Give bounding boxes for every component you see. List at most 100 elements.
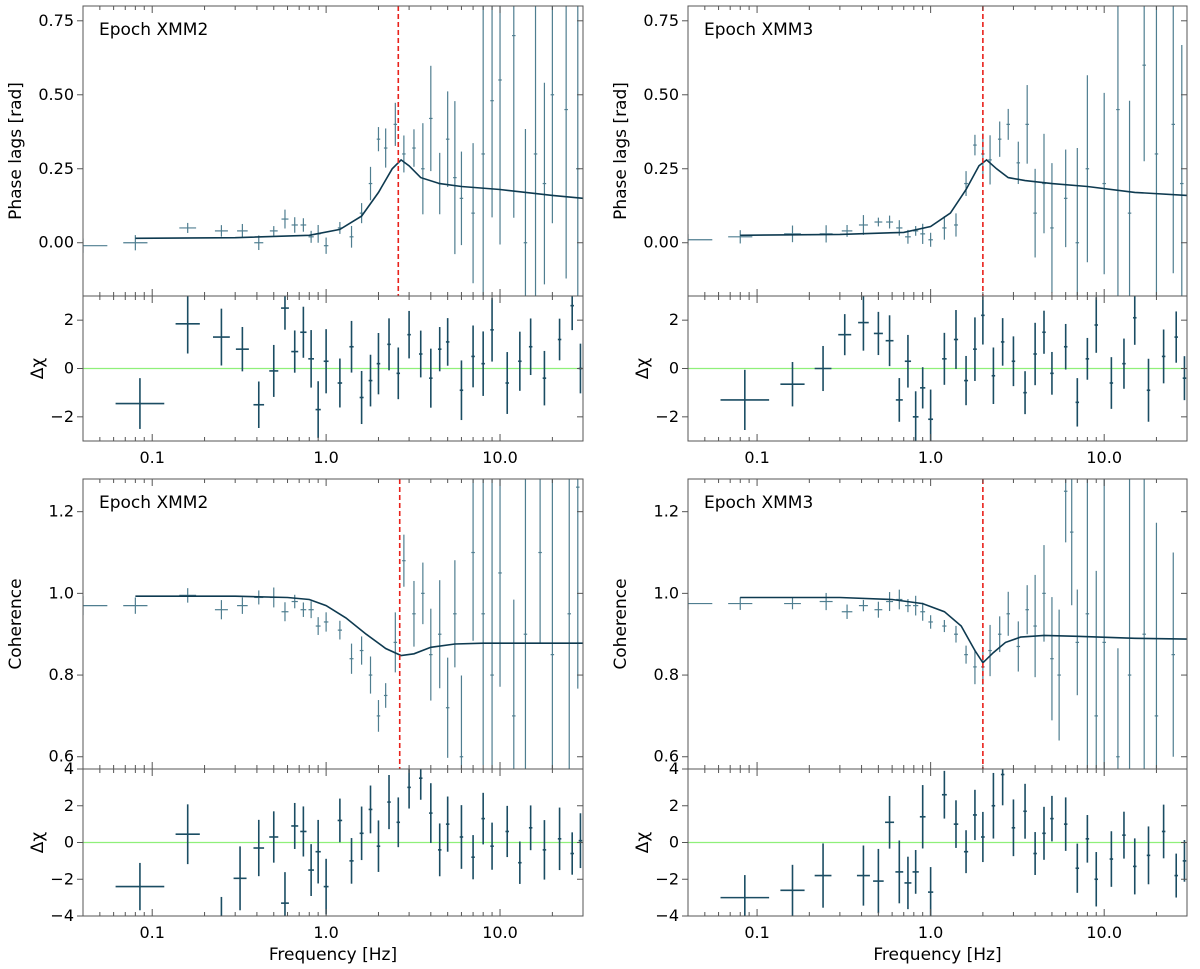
axes-frame bbox=[82, 5, 584, 297]
data-point bbox=[1042, 545, 1046, 642]
data-point bbox=[253, 819, 265, 877]
data-point bbox=[349, 643, 354, 674]
y-tick-label: −2 bbox=[655, 869, 679, 888]
y-tick-label: 0.25 bbox=[38, 159, 74, 178]
data-point bbox=[323, 858, 329, 915]
data-point bbox=[512, 6, 516, 218]
data-point bbox=[518, 331, 522, 391]
data-point bbox=[997, 616, 1002, 653]
data-point bbox=[1127, 100, 1132, 296]
data-point bbox=[445, 91, 450, 187]
data-point bbox=[1075, 148, 1080, 296]
data-point bbox=[858, 296, 869, 351]
data-point bbox=[1063, 797, 1068, 851]
data-point bbox=[337, 358, 343, 408]
panel-bottom-left-residual: −4 −2 0 2 4 0.1 1.0 10.0 Δχ Frequency [Hz] bbox=[28, 759, 584, 965]
data-point bbox=[1050, 163, 1054, 293]
data-point bbox=[858, 215, 868, 235]
data-point bbox=[570, 296, 574, 331]
data-point bbox=[459, 805, 464, 869]
data-point bbox=[981, 811, 985, 863]
data-point bbox=[542, 82, 547, 285]
data-point bbox=[954, 213, 958, 237]
data-point bbox=[402, 534, 406, 587]
x-tick-label: 10.0 bbox=[1086, 923, 1122, 942]
y-tick-label: 0.00 bbox=[38, 233, 74, 252]
data-point bbox=[498, 479, 502, 687]
panel-top-right-residual: −2 0 2 0.1 1.0 10.0 Δχ bbox=[633, 295, 1188, 467]
data-point bbox=[941, 770, 947, 819]
panel-bottom-right-residual: −4 −2 0 2 4 0.1 1.0 10.0 Δχ Frequency [Hz] bbox=[633, 759, 1188, 965]
data-point bbox=[542, 820, 547, 880]
data-point bbox=[518, 841, 522, 884]
data-point bbox=[1050, 795, 1054, 842]
data-point bbox=[972, 789, 977, 841]
data-point bbox=[912, 391, 919, 441]
data-point bbox=[973, 317, 977, 381]
data-point bbox=[1050, 351, 1054, 395]
epoch-title: Epoch XMM2 bbox=[99, 20, 208, 40]
data-point bbox=[784, 597, 801, 610]
data-point bbox=[841, 604, 853, 619]
data-point bbox=[471, 479, 475, 641]
data-point bbox=[886, 592, 894, 612]
data-point bbox=[858, 599, 868, 612]
data-point bbox=[115, 378, 165, 429]
plot-area bbox=[83, 296, 583, 438]
y-tick-label: 4 bbox=[64, 759, 74, 778]
data-point bbox=[913, 595, 919, 616]
data-point bbox=[1102, 92, 1106, 275]
data-point bbox=[728, 230, 753, 244]
data-point bbox=[557, 318, 562, 361]
x-tick-label: 10.0 bbox=[482, 923, 518, 942]
y-axis-label: Δχ bbox=[633, 832, 653, 854]
x-tick-label: 1.0 bbox=[313, 923, 338, 942]
data-point bbox=[942, 216, 947, 240]
data-point bbox=[1050, 597, 1054, 721]
data-point bbox=[254, 235, 264, 251]
plot-area bbox=[688, 769, 1187, 916]
data-point bbox=[237, 223, 248, 238]
data-point bbox=[954, 625, 958, 643]
data-point bbox=[1033, 832, 1037, 875]
data-point bbox=[393, 102, 398, 146]
data-point bbox=[1011, 799, 1016, 857]
data-point bbox=[459, 360, 464, 421]
data-point bbox=[1116, 6, 1120, 296]
data-point bbox=[368, 166, 373, 201]
data-point bbox=[368, 785, 373, 834]
data-point bbox=[874, 217, 883, 227]
y-tick-label: 0.8 bbox=[654, 665, 679, 684]
x-tick-label: 1.0 bbox=[918, 923, 943, 942]
data-point bbox=[873, 848, 884, 914]
data-point bbox=[1161, 329, 1166, 384]
data-point bbox=[920, 602, 926, 621]
data-point bbox=[928, 615, 933, 629]
y-tick-label: 0 bbox=[669, 833, 679, 852]
plot-area bbox=[83, 769, 583, 916]
data-point bbox=[481, 792, 485, 845]
data-point bbox=[300, 806, 307, 857]
data-point bbox=[533, 6, 538, 296]
data-point bbox=[291, 802, 299, 849]
data-point bbox=[418, 769, 423, 800]
axes-frame bbox=[687, 5, 1188, 297]
data-point bbox=[281, 209, 289, 229]
x-tick-label: 0.1 bbox=[744, 923, 769, 942]
data-point bbox=[490, 298, 494, 362]
data-point bbox=[570, 832, 574, 875]
data-point bbox=[1075, 843, 1080, 893]
data-point bbox=[964, 355, 969, 406]
data-point bbox=[920, 367, 926, 409]
data-point bbox=[1085, 337, 1090, 380]
data-point bbox=[459, 151, 464, 246]
y-tick-label: 1.0 bbox=[654, 583, 679, 602]
data-point bbox=[953, 310, 959, 369]
model-curve bbox=[135, 595, 583, 657]
data-point bbox=[323, 237, 329, 254]
data-point bbox=[1063, 149, 1068, 248]
x-tick-label: 0.1 bbox=[744, 448, 769, 467]
data-point bbox=[453, 560, 457, 668]
y-axis-label: Δχ bbox=[28, 832, 48, 854]
y-axis-label: Coherence bbox=[611, 578, 631, 669]
